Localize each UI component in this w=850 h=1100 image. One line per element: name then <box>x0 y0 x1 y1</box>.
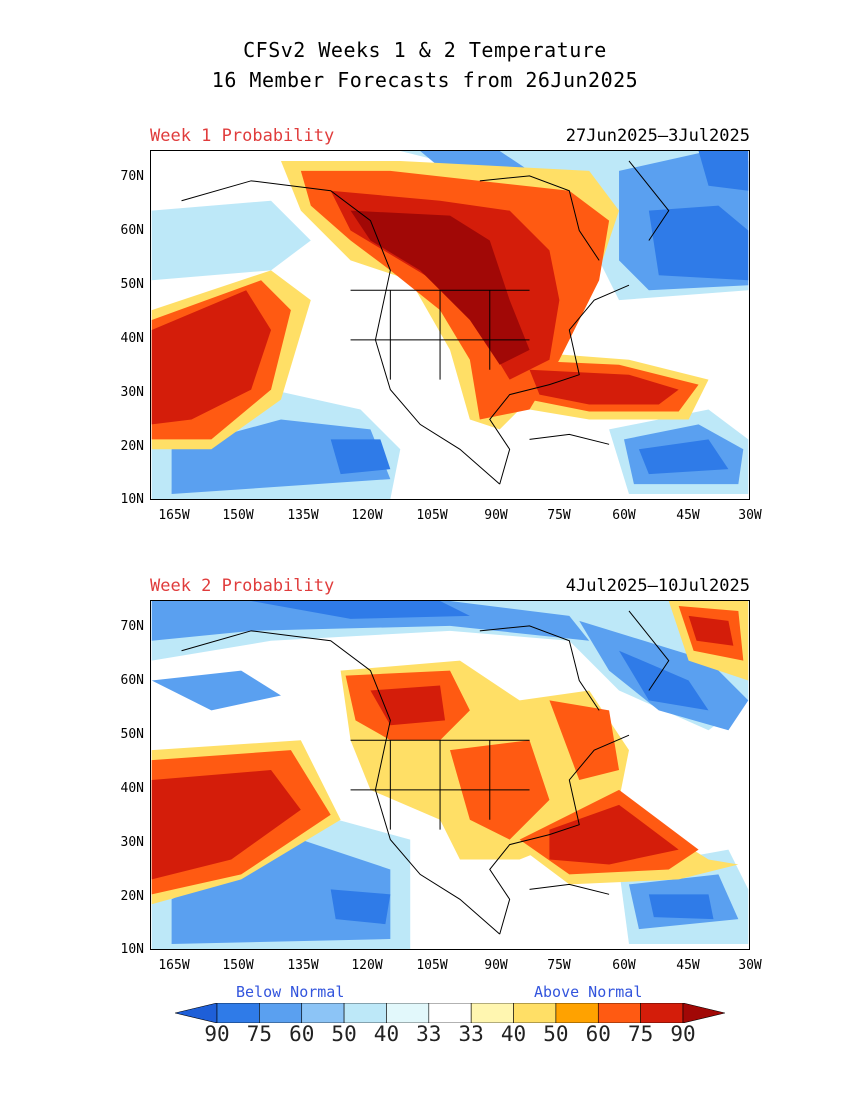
legend-value-label: 40 <box>500 1022 527 1046</box>
legend-value-label: 90 <box>670 1022 696 1046</box>
w2-lon-tick: 105W <box>416 958 448 973</box>
legend-values: 90 75 60 50 40 33 33 40 50 60 75 90 <box>0 1022 850 1052</box>
w2-lat-tick: 30N <box>120 835 144 850</box>
w2-lat-tick: 70N <box>120 619 144 634</box>
legend-swatch <box>386 1002 430 1024</box>
w2-lon-tick: 135W <box>287 958 319 973</box>
legend-swatch <box>470 1002 514 1024</box>
w2-lat-tick: 60N <box>120 673 144 688</box>
w2-lat-tick: 40N <box>120 781 144 796</box>
legend-value-label: 50 <box>543 1022 569 1046</box>
w2-coastlines <box>181 610 670 935</box>
legend-value-label: 60 <box>289 1022 315 1046</box>
week1-probability-field <box>151 151 749 499</box>
w1-lon-tick: 60W <box>612 508 636 523</box>
w2-lon-tick: 120W <box>351 958 383 973</box>
legend-swatch <box>259 1002 303 1024</box>
legend-arrow-left <box>174 1002 218 1024</box>
legend-value-label: 60 <box>585 1022 611 1046</box>
week2-label: Week 2 Probability <box>150 576 335 596</box>
legend-swatch <box>640 1002 684 1024</box>
w1-lat-tick: 40N <box>120 331 144 346</box>
legend-below-label: Below Normal <box>236 983 345 1001</box>
w1-lon-tick: 150W <box>222 508 254 523</box>
legend-swatch <box>216 1002 260 1024</box>
color-legend-svg <box>174 1002 726 1024</box>
chart-title-line1: CFSv2 Weeks 1 & 2 Temperature <box>243 38 607 62</box>
w2-lon-tick: 165W <box>158 958 190 973</box>
w2-lon-tick: 150W <box>222 958 254 973</box>
w2-lat-tick: 50N <box>120 727 144 742</box>
week1-map <box>150 150 750 500</box>
w2-below-75 <box>251 601 714 925</box>
w1-lat-tick: 60N <box>120 223 144 238</box>
w1-lat-tick: 20N <box>120 439 144 454</box>
w1-lat-tick: 70N <box>120 169 144 184</box>
w1-above-core <box>350 210 530 365</box>
legend-swatch <box>343 1002 387 1024</box>
week2-map <box>150 600 750 950</box>
w1-lon-tick: 120W <box>351 508 383 523</box>
legend-value-label: 50 <box>331 1022 357 1046</box>
legend-arrow-right <box>682 1002 726 1024</box>
legend-swatch <box>597 1002 641 1024</box>
legend-value-label: 33 <box>458 1022 484 1046</box>
w1-lat-tick: 30N <box>120 385 144 400</box>
week2-dates: 4Jul2025–10Jul2025 <box>565 576 750 596</box>
w1-lat-tick: 10N <box>120 492 144 507</box>
w2-lon-tick: 45W <box>676 958 700 973</box>
legend-swatch <box>428 1002 472 1024</box>
legend-value-label: 40 <box>373 1022 400 1046</box>
w1-lon-tick: 165W <box>158 508 190 523</box>
w2-above-90 <box>151 615 734 880</box>
w1-lon-tick: 75W <box>547 508 571 523</box>
w1-lon-tick: 135W <box>287 508 319 523</box>
legend-value-label: 90 <box>204 1022 230 1046</box>
legend-value-label: 75 <box>246 1022 272 1046</box>
week1-dates: 27Jun2025–3Jul2025 <box>565 126 750 146</box>
w2-lat-tick: 20N <box>120 889 144 904</box>
w1-coastlines <box>181 160 670 485</box>
legend-swatch <box>301 1002 345 1024</box>
w1-lon-tick: 105W <box>416 508 448 523</box>
chart-title-line2: 16 Member Forecasts from 26Jun2025 <box>211 68 639 92</box>
w1-lon-tick: 90W <box>484 508 508 523</box>
w1-lat-tick: 50N <box>120 277 144 292</box>
w2-lon-tick: 75W <box>547 958 571 973</box>
legend-value-label: 75 <box>627 1022 654 1046</box>
legend-value-label: 33 <box>416 1022 442 1046</box>
w2-lat-tick: 10N <box>120 942 144 957</box>
legend-swatch <box>513 1002 557 1024</box>
w1-lon-tick: 45W <box>676 508 700 523</box>
w2-lon-tick: 90W <box>484 958 508 973</box>
week1-label: Week 1 Probability <box>150 126 335 146</box>
w2-lon-tick: 60W <box>612 958 636 973</box>
w1-below-75 <box>330 151 749 475</box>
color-legend-bar <box>174 1002 726 1024</box>
w1-lon-tick: 30W <box>738 508 762 523</box>
legend-swatch <box>555 1002 599 1024</box>
w2-lon-tick: 30W <box>738 958 762 973</box>
week2-probability-field <box>151 601 749 949</box>
legend-above-label: Above Normal <box>534 983 643 1001</box>
